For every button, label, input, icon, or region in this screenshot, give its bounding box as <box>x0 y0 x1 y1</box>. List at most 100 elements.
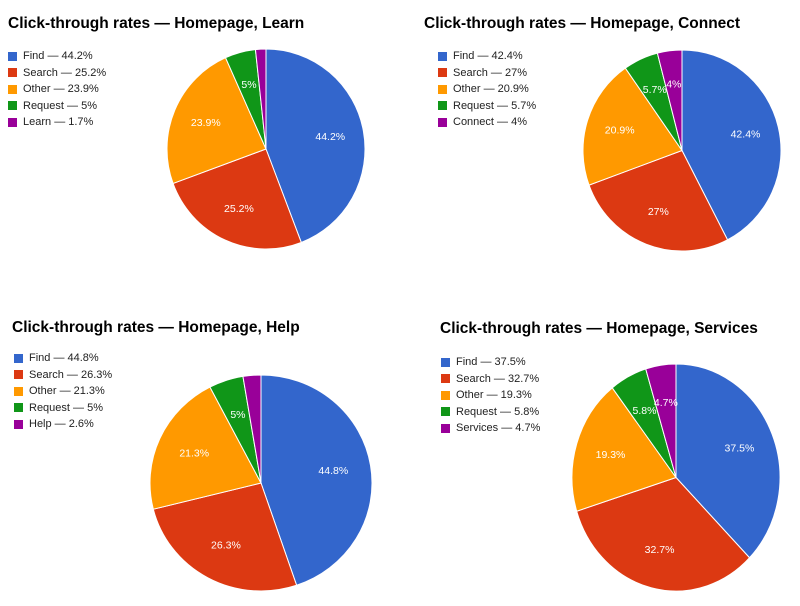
pie-slice-find <box>681 49 782 241</box>
legend-label: Search — 32.7% <box>456 372 540 385</box>
legend-swatch <box>8 68 17 78</box>
legend-swatch <box>441 390 450 400</box>
legend-label: Connect — 4% <box>453 116 527 129</box>
slice-label-find: 42.4% <box>731 129 761 141</box>
legend-item-other: Other — 20.9% <box>438 81 536 98</box>
legend-item-request: Request — 5% <box>14 400 112 417</box>
pie-slice-other <box>582 67 683 186</box>
pie-slice-services <box>645 363 677 478</box>
slice-label-other: 23.9% <box>191 117 221 129</box>
legend-item-find: Find — 44.8% <box>14 350 112 367</box>
legend-swatch <box>438 84 447 94</box>
pie-slice-connect <box>656 49 683 151</box>
legend-label: Find — 42.4% <box>453 50 523 63</box>
slice-label-search: 26.3% <box>211 539 241 551</box>
pie-slice-search <box>576 476 751 592</box>
pie-slice-other <box>149 386 262 510</box>
legend-swatch <box>8 117 17 127</box>
legend-swatch <box>14 419 23 429</box>
slice-label-other: 21.3% <box>179 447 209 459</box>
legend-item-request: Request — 5% <box>8 98 106 115</box>
chart-title: Click-through rates — Homepage, Services <box>440 320 758 337</box>
pie-slice-search <box>172 148 302 250</box>
legend-swatch <box>14 370 23 380</box>
slice-label-request: 5% <box>230 409 245 421</box>
legend-label: Search — 26.3% <box>29 368 113 381</box>
legend-label: Request — 5% <box>29 401 103 414</box>
legend-label: Learn — 1.7% <box>23 116 94 129</box>
legend-swatch <box>441 374 450 384</box>
legend: Find — 37.5% Search — 32.7% Other — 19.3% R… <box>441 354 540 437</box>
pie-slice-find <box>265 48 366 244</box>
slice-label-search: 32.7% <box>645 544 675 556</box>
legend-item-other: Other — 19.3% <box>441 387 540 404</box>
legend-swatch <box>8 101 17 111</box>
slice-label-other: 20.9% <box>605 124 635 136</box>
legend-label: Search — 25.2% <box>23 66 107 79</box>
legend-item-search: Search — 27% <box>438 65 536 82</box>
legend-item-search: Search — 25.2% <box>8 65 106 82</box>
pie-chart: 37.5% 32.7% 19.3% 5.8%4.7% <box>571 363 781 592</box>
chart-learn: Click-through rates — Homepage, Learn Fi… <box>0 0 400 300</box>
legend-label: Find — 37.5% <box>456 356 526 369</box>
legend: Find — 44.8% Search — 26.3% Other — 21.3% R… <box>14 350 112 433</box>
legend-swatch <box>441 407 450 417</box>
legend-swatch <box>438 117 447 127</box>
slice-label-request: 5.7% <box>643 84 667 96</box>
slice-label-search: 27% <box>648 206 669 218</box>
pie-slice-other <box>166 57 267 185</box>
legend-swatch <box>441 357 450 367</box>
legend-label: Other — 20.9% <box>453 83 529 96</box>
legend-label: Request — 5.8% <box>456 405 540 418</box>
legend-swatch <box>14 386 23 396</box>
legend-item-find: Find — 42.4% <box>438 48 536 65</box>
chart-help: Click-through rates — Homepage, Help Fin… <box>0 303 400 603</box>
legend-swatch <box>14 403 23 413</box>
legend: Find — 42.4% Search — 27% Other — 20.9% Req… <box>438 48 536 131</box>
legend-swatch <box>441 423 450 433</box>
legend-label: Find — 44.8% <box>29 352 99 365</box>
legend-item-request: Request — 5.7% <box>438 98 536 115</box>
legend: Find — 44.2% Search — 25.2% Other — 23.9% R… <box>8 48 106 131</box>
legend-item-services: Services — 4.7% <box>441 420 540 437</box>
pie-slice-search <box>152 482 298 592</box>
pie-slice-other <box>571 387 677 512</box>
legend-item-find: Find — 44.2% <box>8 48 106 65</box>
chart-title: Click-through rates — Homepage, Help <box>12 319 300 336</box>
pie-chart: 44.2% 25.2% 23.9% 5% <box>166 48 366 250</box>
legend-label: Search — 27% <box>453 66 527 79</box>
chart-title: Click-through rates — Homepage, Connect <box>424 15 741 32</box>
pie-slice-find <box>675 363 781 559</box>
legend-swatch <box>438 51 447 61</box>
legend-swatch <box>438 68 447 78</box>
pie-chart: 42.4% 27% 20.9% 5.7% 4% <box>582 49 782 252</box>
legend-label: Other — 21.3% <box>29 385 105 398</box>
legend-swatch <box>14 353 23 363</box>
slice-label-connect: 4% <box>666 78 681 90</box>
legend-item-search: Search — 26.3% <box>14 367 112 384</box>
legend-label: Services — 4.7% <box>456 422 541 435</box>
legend-item-other: Other — 21.3% <box>14 383 112 400</box>
slice-label-request: 5% <box>241 79 256 91</box>
legend-swatch <box>8 51 17 61</box>
slice-label-services: 4.7% <box>654 397 678 409</box>
legend-swatch <box>8 84 17 94</box>
legend-item-help: Help — 2.6% <box>14 416 112 433</box>
legend-item-request: Request — 5.8% <box>441 404 540 421</box>
pie-slice-search <box>588 149 729 252</box>
slice-label-search: 25.2% <box>224 203 254 215</box>
legend-item-other: Other — 23.9% <box>8 81 106 98</box>
legend-label: Request — 5% <box>23 99 97 112</box>
legend-label: Request — 5.7% <box>453 99 537 112</box>
slice-label-find: 37.5% <box>725 443 755 455</box>
pie-slice-find <box>260 374 373 586</box>
pie-chart: 44.8% 26.3% 21.3% 5% <box>149 374 373 592</box>
legend-item-learn: Learn — 1.7% <box>8 114 106 131</box>
slice-label-other: 19.3% <box>596 449 626 461</box>
legend-item-find: Find — 37.5% <box>441 354 540 371</box>
legend-swatch <box>438 101 447 111</box>
legend-item-connect: Connect — 4% <box>438 114 536 131</box>
legend-label: Other — 19.3% <box>456 389 532 402</box>
legend-label: Other — 23.9% <box>23 83 99 96</box>
slice-label-find: 44.8% <box>318 465 348 477</box>
